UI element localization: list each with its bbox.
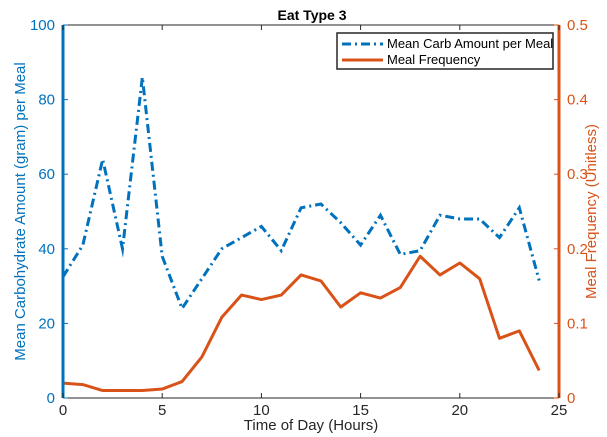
x-tick-label: 0 — [59, 402, 67, 419]
left-y-tick-label: 60 — [38, 166, 55, 183]
chart-title: Eat Type 3 — [278, 7, 347, 23]
meal-frequency-line — [62, 254, 541, 393]
x-axis-ticks: 0 5 10 15 20 25 — [59, 25, 568, 419]
left-y-axis-label: Mean Carbohydrate Amount (gram) per Meal — [12, 62, 29, 360]
legend: Mean Carb Amount per Meal Meal Frequency — [336, 32, 554, 70]
legend-label-frequency: Meal Frequency — [387, 52, 481, 67]
carb-series-layer — [61, 63, 541, 312]
legend-box — [336, 32, 554, 70]
left-axis-ticks: 0 20 40 60 80 100 — [30, 17, 68, 407]
legend-label-carb: Mean Carb Amount per Meal — [387, 36, 553, 51]
right-y-tick-label: 0.1 — [567, 315, 588, 332]
left-y-tick-label: 0 — [47, 390, 55, 407]
x-tick-label: 20 — [451, 402, 468, 419]
x-tick-label: 15 — [352, 402, 369, 419]
x-tick-label: 5 — [158, 402, 166, 419]
x-axis-label: Time of Day (Hours) — [244, 417, 378, 434]
plot-frame — [61, 24, 561, 399]
x-tick-label: 25 — [551, 402, 568, 419]
x-tick-label: 10 — [253, 402, 270, 419]
right-y-axis-label: Meal Frequency (Unitless) — [583, 124, 600, 299]
right-axis-ticks: 0 0.1 0.2 0.3 0.4 0.5 — [554, 17, 588, 407]
left-y-tick-label: 80 — [38, 92, 55, 109]
carb-amount-line — [61, 63, 541, 312]
right-y-tick-label: 0.3 — [567, 166, 588, 183]
left-y-tick-label: 100 — [30, 17, 55, 34]
right-y-tick-label: 0.2 — [567, 241, 588, 258]
right-y-tick-label: 0.4 — [567, 92, 588, 109]
left-y-tick-label: 20 — [38, 315, 55, 332]
frequency-series-layer — [62, 254, 541, 393]
right-y-tick-label: 0 — [567, 390, 575, 407]
left-y-tick-label: 40 — [38, 241, 55, 258]
right-y-tick-label: 0.5 — [567, 17, 588, 34]
